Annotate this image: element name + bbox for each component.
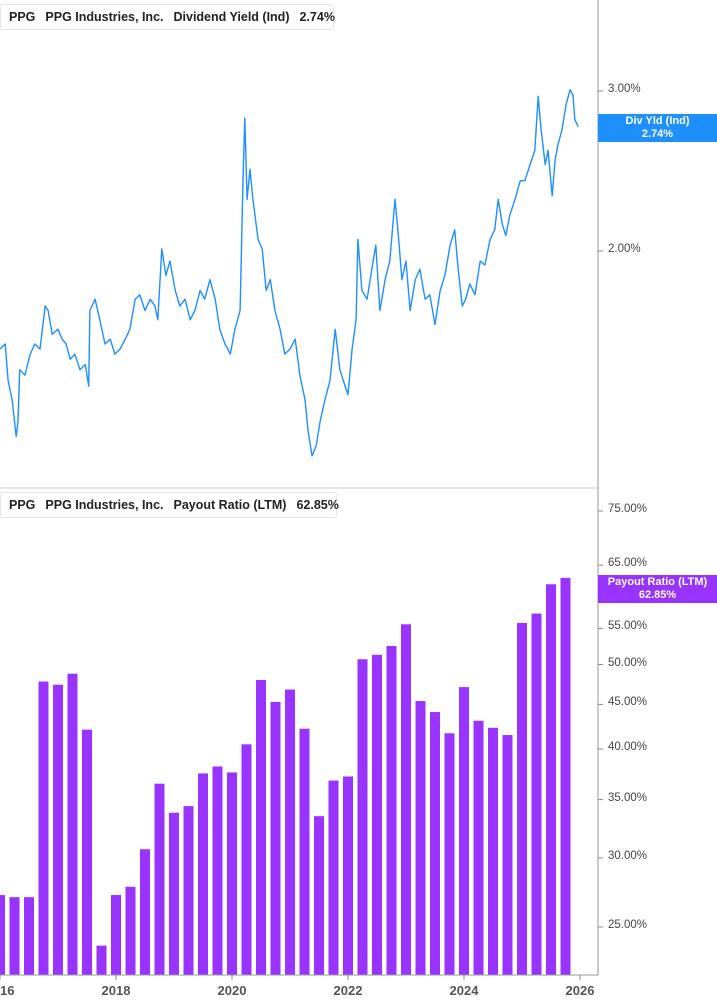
payout-ratio-bar[interactable] bbox=[343, 776, 353, 975]
payout-ratio-bar[interactable] bbox=[256, 679, 266, 975]
payout-ratio-bar[interactable] bbox=[198, 773, 208, 975]
tag-label: Payout Ratio (LTM) bbox=[607, 576, 708, 588]
payout-ratio-bar[interactable] bbox=[502, 735, 513, 975]
x-tick-label: 2026 bbox=[565, 983, 595, 998]
y-tick-label: 65.00% bbox=[608, 557, 648, 570]
payout-ratio-bar[interactable] bbox=[169, 812, 179, 975]
legend-ticker: PPG bbox=[9, 498, 36, 512]
y-tick-label: 3.00% bbox=[608, 83, 641, 95]
payout-ratio-bar[interactable] bbox=[96, 945, 107, 975]
payout-ratio-bar[interactable] bbox=[212, 766, 223, 975]
payout-ratio-bar[interactable] bbox=[9, 897, 20, 975]
payout-ratio-bar[interactable] bbox=[38, 681, 49, 975]
x-tick-label: 2022 bbox=[333, 983, 363, 998]
payout-ratio-bar[interactable] bbox=[415, 701, 426, 975]
payout-ratio-bar[interactable] bbox=[546, 584, 556, 975]
legend-value: 2.74% bbox=[299, 10, 335, 24]
legend-company: PPG Industries, Inc. bbox=[45, 498, 164, 512]
payout-ratio-bar[interactable] bbox=[67, 673, 78, 975]
payout-legend[interactable]: PPG PPG Industries, Inc. Payout Ratio (L… bbox=[0, 492, 339, 518]
payout-ratio-bar[interactable] bbox=[111, 895, 121, 975]
y-tick-label: 45.00% bbox=[608, 696, 648, 709]
tag-value: 2.74% bbox=[641, 128, 674, 140]
payout-ratio-bar[interactable] bbox=[53, 684, 63, 975]
payout-ratio-bar[interactable] bbox=[299, 728, 310, 975]
y-tick-label: 25.00% bbox=[608, 919, 648, 931]
payout-ratio-bar[interactable] bbox=[459, 687, 469, 975]
y-tick-label: 50.00% bbox=[608, 656, 648, 669]
payout-ratio-bar[interactable] bbox=[473, 720, 484, 975]
payout-ratio-bar[interactable] bbox=[82, 729, 92, 975]
payout-ratio-bar[interactable] bbox=[386, 646, 397, 975]
legend-company: PPG Industries, Inc. bbox=[45, 10, 164, 24]
y-tick-label: 40.00% bbox=[608, 741, 648, 753]
y-tick-label: 35.00% bbox=[608, 791, 648, 804]
yield-value-tag: Div Yld (Ind) 2.74% bbox=[598, 114, 717, 142]
payout-value-tag: Payout Ratio (LTM) 62.85% bbox=[598, 575, 717, 603]
legend-ticker: PPG bbox=[9, 10, 36, 24]
legend-metric: Dividend Yield (Ind) bbox=[173, 10, 290, 24]
x-tick-label: 2020 bbox=[217, 983, 247, 998]
x-tick-label: 2018 bbox=[101, 983, 131, 998]
payout-ratio-bar[interactable] bbox=[125, 886, 136, 975]
payout-ratio-bar[interactable] bbox=[154, 783, 165, 975]
payout-ratio-bar[interactable] bbox=[401, 624, 411, 975]
payout-ratio-bar[interactable] bbox=[357, 659, 368, 975]
payout-ratio-bar[interactable] bbox=[517, 622, 527, 975]
tag-value: 62.85% bbox=[638, 589, 677, 601]
payout-ratio-bar[interactable] bbox=[241, 744, 252, 975]
x-tick-label: 2016 bbox=[0, 983, 15, 998]
payout-ratio-bar[interactable] bbox=[314, 816, 324, 975]
payout-ratio-bar[interactable] bbox=[444, 733, 455, 975]
yield-legend[interactable]: PPG PPG Industries, Inc. Dividend Yield … bbox=[0, 4, 335, 30]
payout-ratio-bar[interactable] bbox=[531, 613, 542, 975]
payout-ratio-bar[interactable] bbox=[227, 772, 237, 975]
payout-ratio-bar[interactable] bbox=[270, 701, 281, 975]
payout-ratio-bar[interactable] bbox=[285, 689, 295, 975]
legend-value: 62.85% bbox=[296, 498, 339, 512]
payout-ratio-bar[interactable] bbox=[560, 577, 571, 975]
payout-ratio-bar[interactable] bbox=[140, 849, 150, 975]
y-tick-label: 75.00% bbox=[608, 502, 648, 515]
payout-ratio-bar[interactable] bbox=[0, 895, 5, 975]
payout-ratio-bar[interactable] bbox=[372, 654, 382, 975]
y-tick-label: 55.00% bbox=[608, 620, 648, 633]
payout-ratio-bar[interactable] bbox=[183, 806, 194, 975]
x-tick-label: 2024 bbox=[449, 983, 479, 998]
dividend-yield-line bbox=[0, 88, 579, 457]
payout-ratio-bar[interactable] bbox=[430, 712, 440, 975]
payout-ratio-bar[interactable] bbox=[328, 780, 339, 975]
y-tick-label: 30.00% bbox=[608, 849, 648, 862]
tag-label: Div Yld (Ind) bbox=[625, 115, 690, 127]
payout-ratio-bar[interactable] bbox=[24, 897, 34, 975]
y-tick-label: 2.00% bbox=[608, 243, 641, 255]
legend-metric: Payout Ratio (LTM) bbox=[173, 498, 287, 512]
payout-ratio-bar[interactable] bbox=[488, 727, 498, 975]
